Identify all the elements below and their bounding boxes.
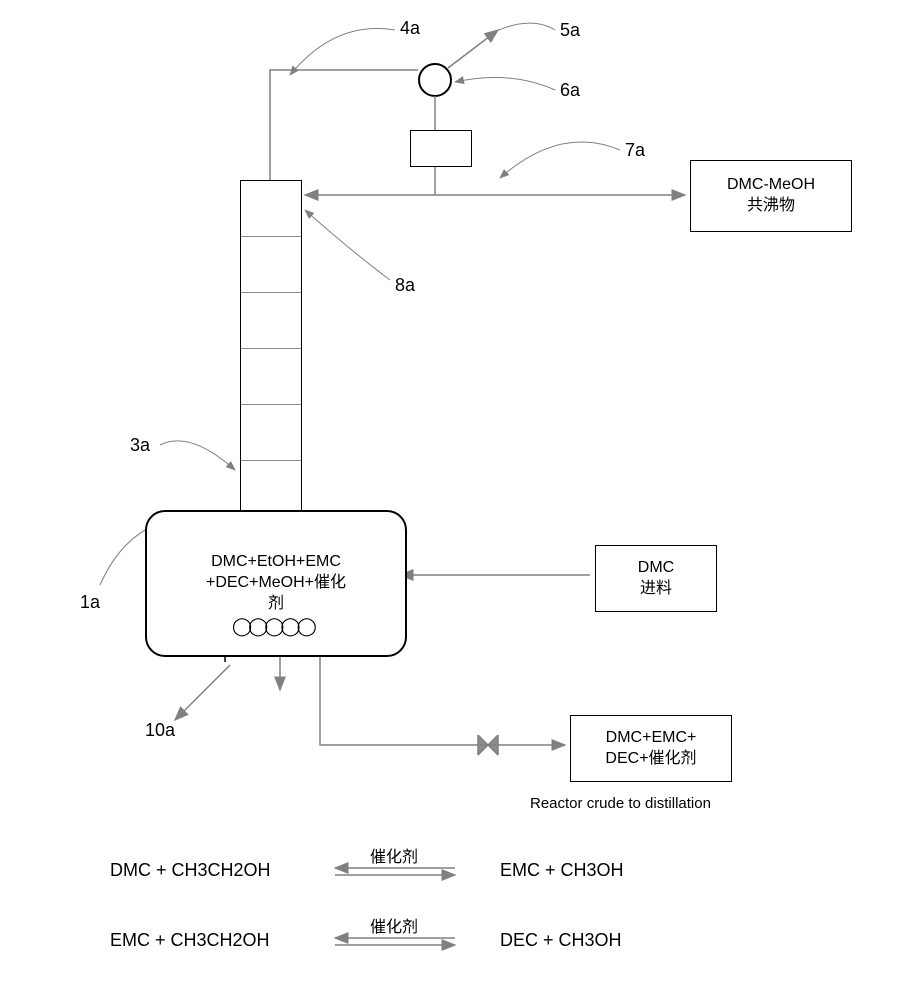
eq2-right: DEC + CH3OH <box>500 930 622 951</box>
azeotrope-line2: 共沸物 <box>747 196 795 217</box>
label-8a: 8a <box>395 275 415 296</box>
eq2-catalyst: 催化剂 <box>370 913 418 937</box>
eq2-left: EMC + CH3CH2OH <box>110 930 270 951</box>
reactor-text-2: +DEC+MeOH+催化 <box>206 574 346 591</box>
label-6a: 6a <box>560 80 580 101</box>
label-3a: 3a <box>130 435 150 456</box>
eq1-right: EMC + CH3OH <box>500 860 624 881</box>
feed-line2: 进料 <box>640 579 672 600</box>
distillation-column <box>240 180 302 512</box>
azeotrope-box: DMC-MeOH 共沸物 <box>690 160 852 232</box>
eq1-left: DMC + CH3CH2OH <box>110 860 271 881</box>
label-1a: 1a <box>80 592 100 613</box>
label-4a: 4a <box>400 18 420 39</box>
dmc-feed-box: DMC 进料 <box>595 545 717 612</box>
eq1-catalyst: 催化剂 <box>370 843 418 867</box>
crude-product-box: DMC+EMC+ DEC+催化剂 <box>570 715 732 782</box>
heating-coil-icon: ◯◯◯◯◯ <box>232 616 313 637</box>
reactor-text-3: 剂 <box>268 595 284 612</box>
azeotrope-line1: DMC-MeOH <box>727 175 815 196</box>
crude-line2: DEC+催化剂 <box>605 749 696 770</box>
crude-line1: DMC+EMC+ <box>606 728 697 749</box>
label-5a: 5a <box>560 20 580 41</box>
feed-line1: DMC <box>638 558 674 579</box>
condenser-receiver <box>410 130 472 167</box>
crude-caption: Reactor crude to distillation <box>530 795 711 812</box>
reactor-text-1: DMC+EtOH+EMC <box>211 553 341 570</box>
label-7a: 7a <box>625 140 645 161</box>
label-10a: 10a <box>145 720 175 741</box>
